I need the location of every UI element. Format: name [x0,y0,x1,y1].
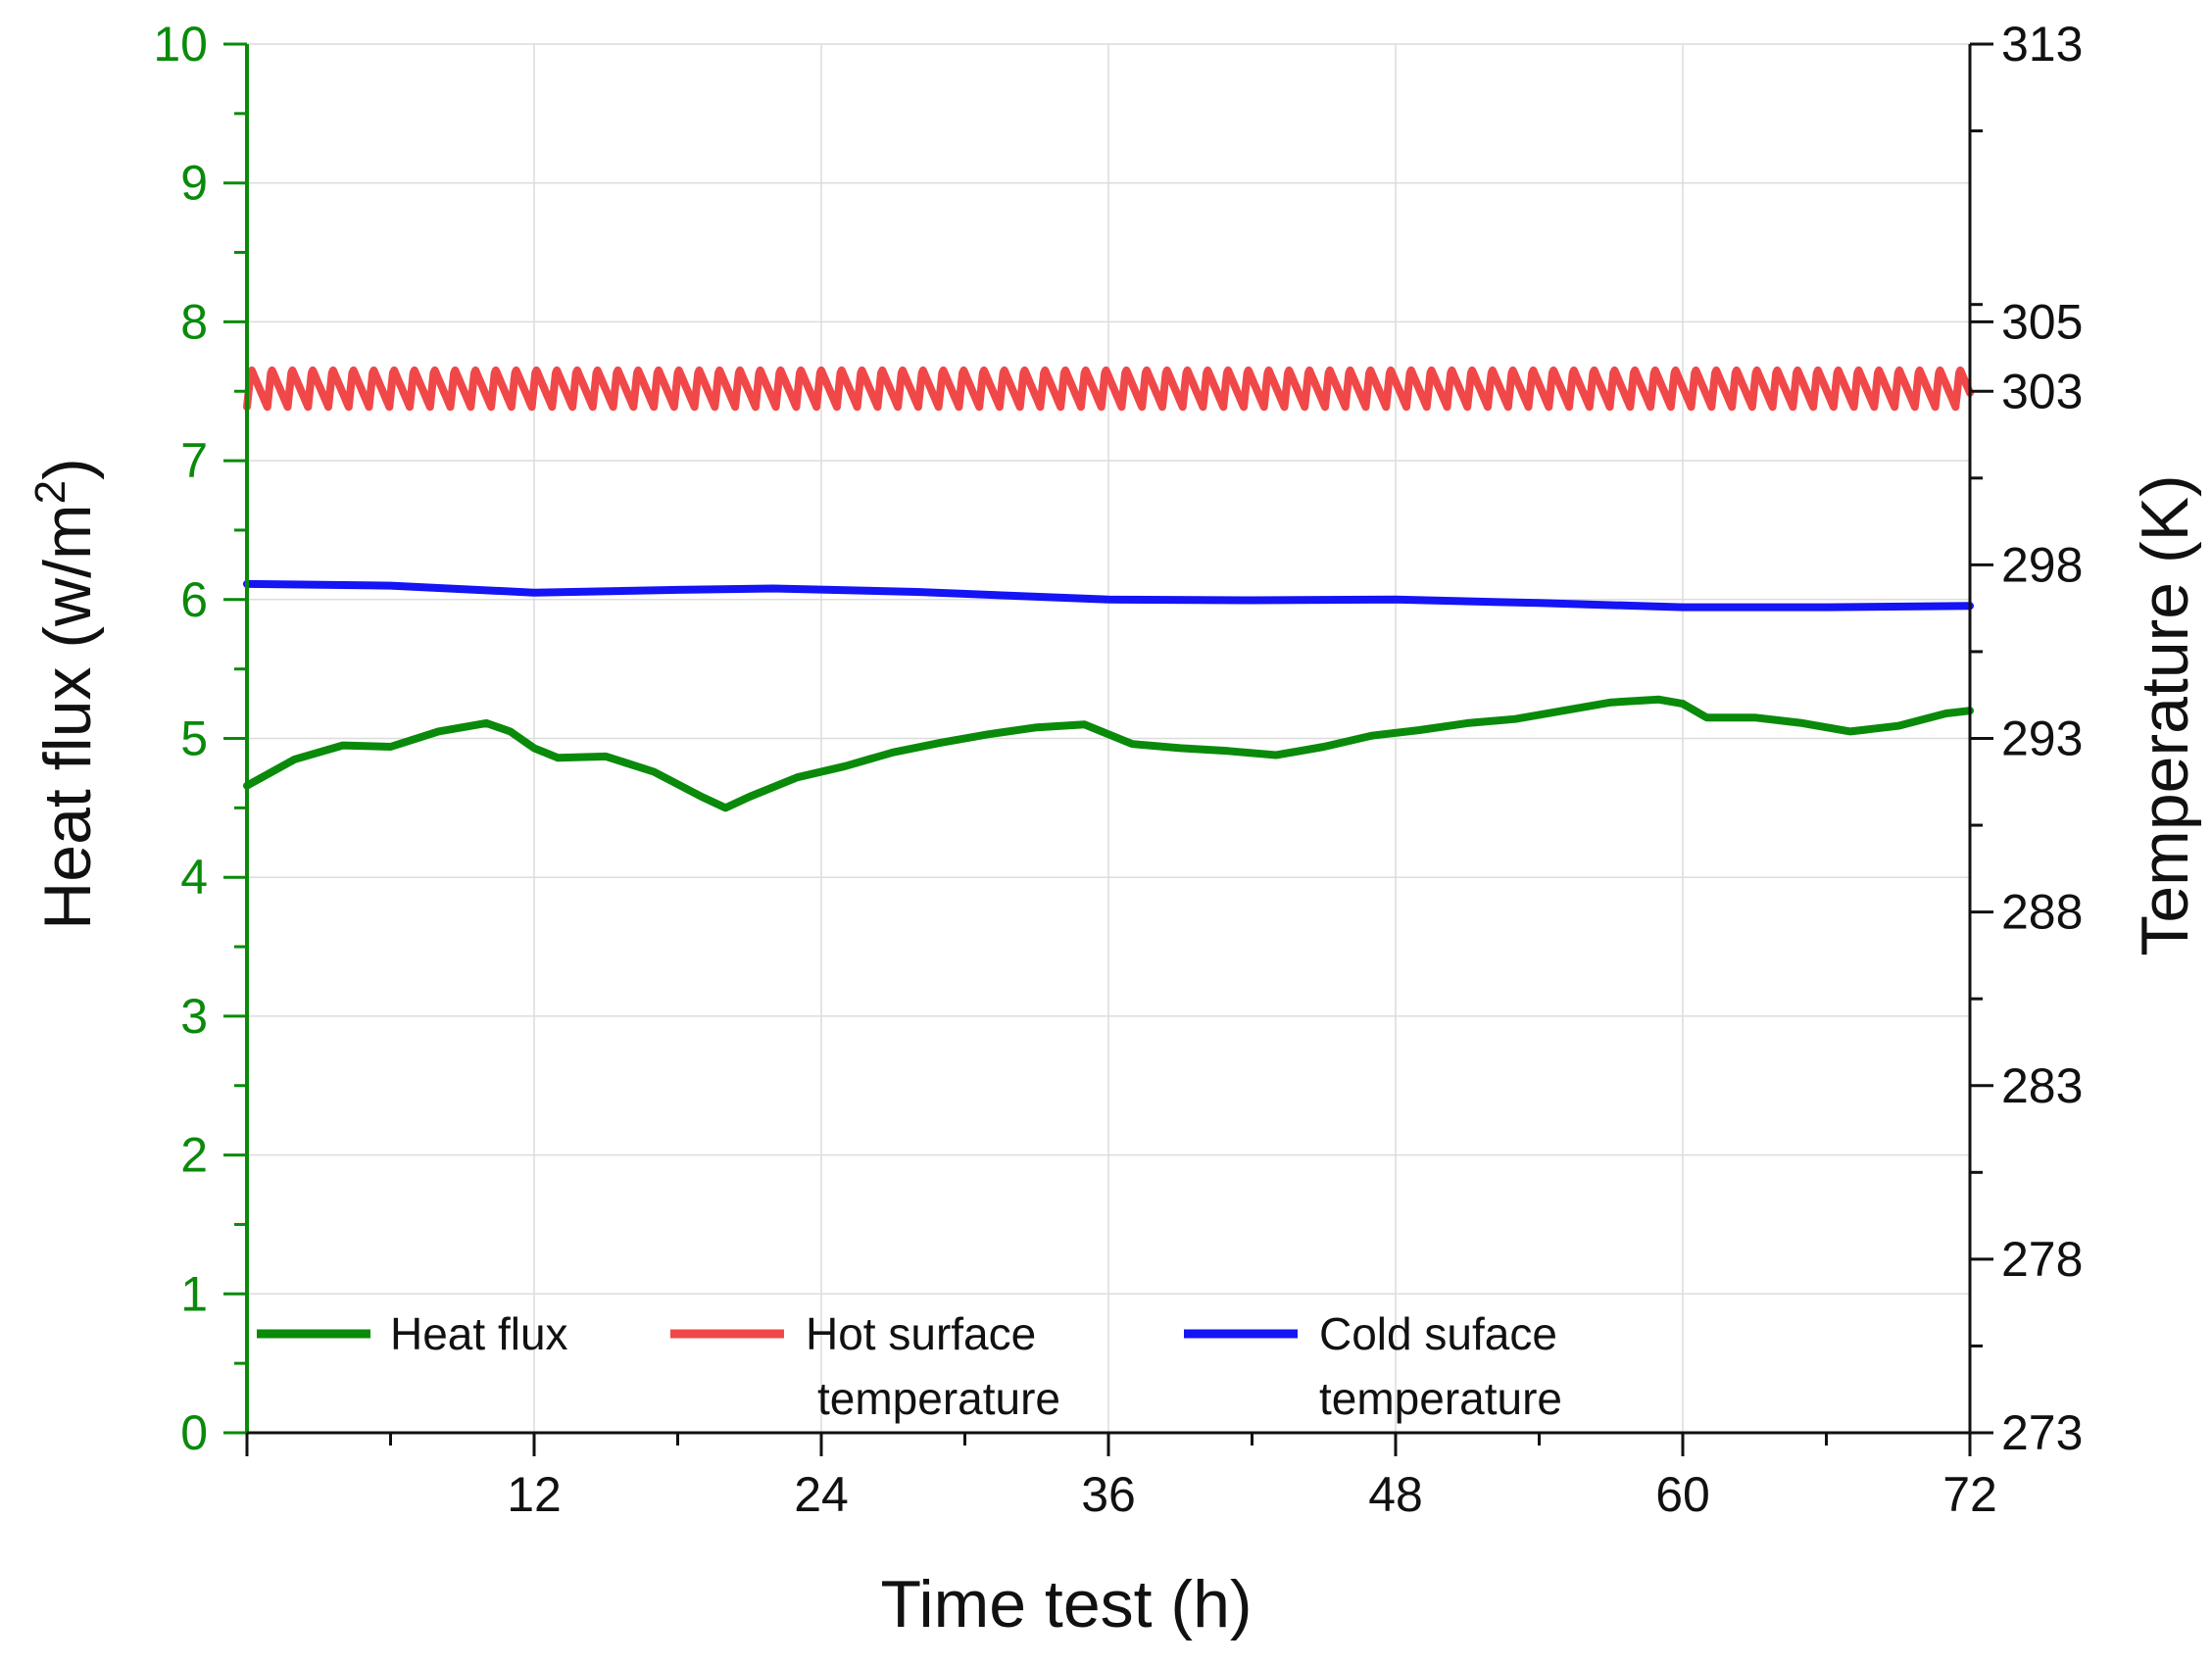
left-tick-label: 3 [180,989,208,1044]
x-tick-label: 12 [507,1467,562,1522]
legend-label-hot-surface-line2: temperature [817,1373,1060,1424]
left-tick-label: 7 [180,433,208,488]
left-tick-label: 4 [180,850,208,905]
legend-label-cold-surface-line2: temperature [1319,1373,1562,1424]
left-axis-title: Heat flux (w/m2) [26,458,105,930]
tick-marks-and-labels: 0123456789102732782832882932983033053131… [153,17,2083,1522]
series-layer [243,366,1974,812]
left-axis-title-superscript: 2 [26,480,74,504]
left-axis-title-close: ) [30,458,105,480]
series-line-cold-surface [243,579,1974,612]
left-tick-label: 2 [180,1128,208,1183]
x-tick-label: 36 [1081,1467,1136,1522]
right-tick-label: 273 [2001,1405,2083,1460]
right-tick-label: 288 [2001,885,2083,940]
legend-label-cold-surface: Cold suface [1319,1308,1557,1359]
left-tick-label: 5 [180,711,208,766]
right-tick-label: 303 [2001,364,2083,418]
left-tick-label: 1 [180,1266,208,1321]
right-tick-label: 293 [2001,711,2083,766]
series-line-heat-flux [243,695,1974,812]
right-tick-label: 278 [2001,1232,2083,1287]
x-tick-label: 72 [1942,1467,1997,1522]
legend-label-hot-surface: Hot surface [806,1308,1036,1359]
x-tick-label: 48 [1368,1467,1423,1522]
left-tick-label: 6 [180,572,208,627]
legend: Heat flux Hot surface temperature Cold s… [257,1308,1562,1424]
series-line-hot-surface [243,366,1974,412]
left-axis-title-main: Heat flux (w/m [30,504,105,930]
left-tick-label: 9 [180,156,208,211]
left-tick-label: 0 [180,1405,208,1460]
x-tick-label: 24 [794,1467,849,1522]
right-tick-label: 313 [2001,17,2083,72]
left-tick-label: 8 [180,294,208,349]
right-axis-title: Temperature (K) [2128,474,2202,956]
right-tick-label: 298 [2001,537,2083,592]
right-tick-label: 283 [2001,1058,2083,1113]
x-tick-label: 60 [1655,1467,1710,1522]
x-axis-title: Time test (h) [880,1567,1252,1642]
right-tick-label: 305 [2001,294,2083,349]
legend-label-heat-flux: Heat flux [390,1308,568,1359]
left-tick-label: 10 [153,17,208,72]
